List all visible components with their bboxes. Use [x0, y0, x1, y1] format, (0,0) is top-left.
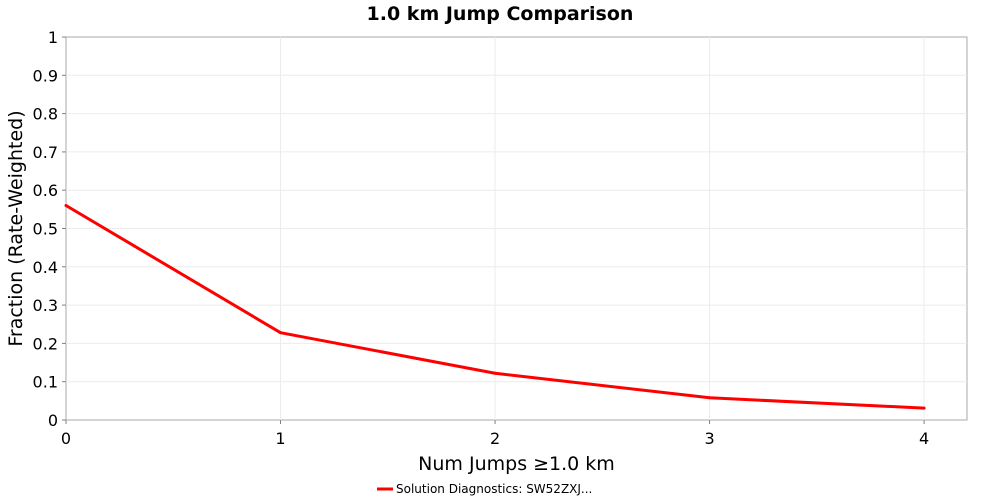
data-point: [708, 396, 712, 400]
chart-title: 1.0 km Jump Comparison: [367, 3, 634, 25]
y-tick-label: 0.5: [33, 220, 58, 239]
y-tick-label: 1: [48, 28, 58, 47]
x-tick-label: 0: [61, 429, 71, 448]
x-tick-label: 3: [704, 429, 714, 448]
series-layer: [64, 204, 926, 410]
y-tick-label: 0.3: [33, 296, 58, 315]
y-axis-label: Fraction (Rate-Weighted): [5, 110, 27, 346]
data-point: [64, 204, 68, 208]
y-tick-label: 0.7: [33, 143, 58, 162]
y-tick-label: 0.9: [33, 66, 58, 85]
y-tick-label: 0.4: [33, 258, 58, 277]
y-tick-label: 0.2: [33, 334, 58, 353]
grid-lines: [66, 37, 967, 420]
y-tick-label: 0.1: [33, 373, 58, 392]
data-point: [279, 331, 283, 335]
axes: 0 0.1 0.2 0.3 0.4 0.5 0.6 0.7 0.8 0.9 1 0 1 2 3 4: [33, 28, 930, 448]
y-tick-label: 0.6: [33, 181, 58, 200]
x-tick-label: 4: [919, 429, 929, 448]
y-tick-label: 0.8: [33, 105, 58, 124]
data-point: [922, 406, 926, 410]
legend-label: Solution Diagnostics: SW52ZXJ...: [396, 482, 592, 496]
data-point: [493, 371, 497, 375]
y-tick-label: 0: [48, 411, 58, 430]
x-axis-label: Num Jumps ≥1.0 km: [418, 453, 615, 475]
x-tick-label: 2: [490, 429, 500, 448]
legend: Solution Diagnostics: SW52ZXJ...: [377, 482, 592, 496]
x-tick-label: 1: [275, 429, 285, 448]
